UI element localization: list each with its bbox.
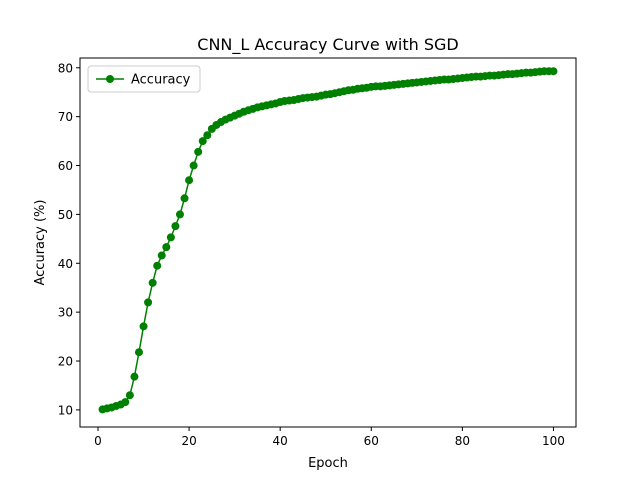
data-point [175, 210, 184, 219]
data-point [157, 251, 166, 260]
y-axis-label: Accuracy (%) [33, 200, 48, 286]
legend-entry-accuracy: Accuracy [131, 73, 191, 88]
data-point [194, 147, 203, 156]
data-point [189, 161, 198, 170]
data-point [166, 233, 175, 242]
axes-frame [79, 57, 577, 428]
x-axis-ticks: 0 20 40 60 80 100 [94, 427, 565, 448]
x-axis-label: Epoch [308, 456, 348, 471]
data-point [185, 176, 194, 185]
y-axis-ticks: 10 20 30 40 50 60 70 80 [58, 61, 80, 417]
legend: Accuracy [87, 65, 201, 93]
data-point [549, 67, 558, 76]
data-point [198, 137, 207, 146]
data-point [180, 194, 189, 203]
data-point [203, 131, 212, 140]
y-tick-label: 70 [58, 110, 73, 124]
data-point [171, 222, 180, 231]
data-point [148, 278, 157, 287]
y-tick-label: 10 [58, 403, 73, 417]
chart-title: CNN_L Accuracy Curve with SGD [197, 35, 458, 55]
series-layer [98, 67, 558, 414]
data-point [144, 298, 153, 307]
y-tick-label: 50 [58, 208, 73, 222]
x-tick-label: 20 [181, 434, 196, 448]
data-point [125, 391, 134, 400]
legend-box [87, 65, 201, 93]
data-point [162, 243, 171, 252]
y-tick-label: 80 [58, 61, 73, 75]
data-point [134, 348, 143, 357]
x-tick-label: 60 [364, 434, 379, 448]
data-point [139, 322, 148, 331]
data-point [153, 261, 162, 270]
y-tick-label: 40 [58, 257, 73, 271]
y-tick-label: 30 [58, 306, 73, 320]
data-point [130, 372, 139, 381]
legend-dot-marker [106, 75, 114, 83]
x-tick-label: 40 [273, 434, 288, 448]
x-tick-label: 100 [542, 434, 565, 448]
y-tick-label: 20 [58, 355, 73, 369]
x-tick-label: 80 [455, 434, 470, 448]
x-tick-label: 0 [94, 434, 102, 448]
data-point [121, 398, 130, 407]
plot-area [80, 58, 576, 427]
y-tick-label: 60 [58, 159, 73, 173]
